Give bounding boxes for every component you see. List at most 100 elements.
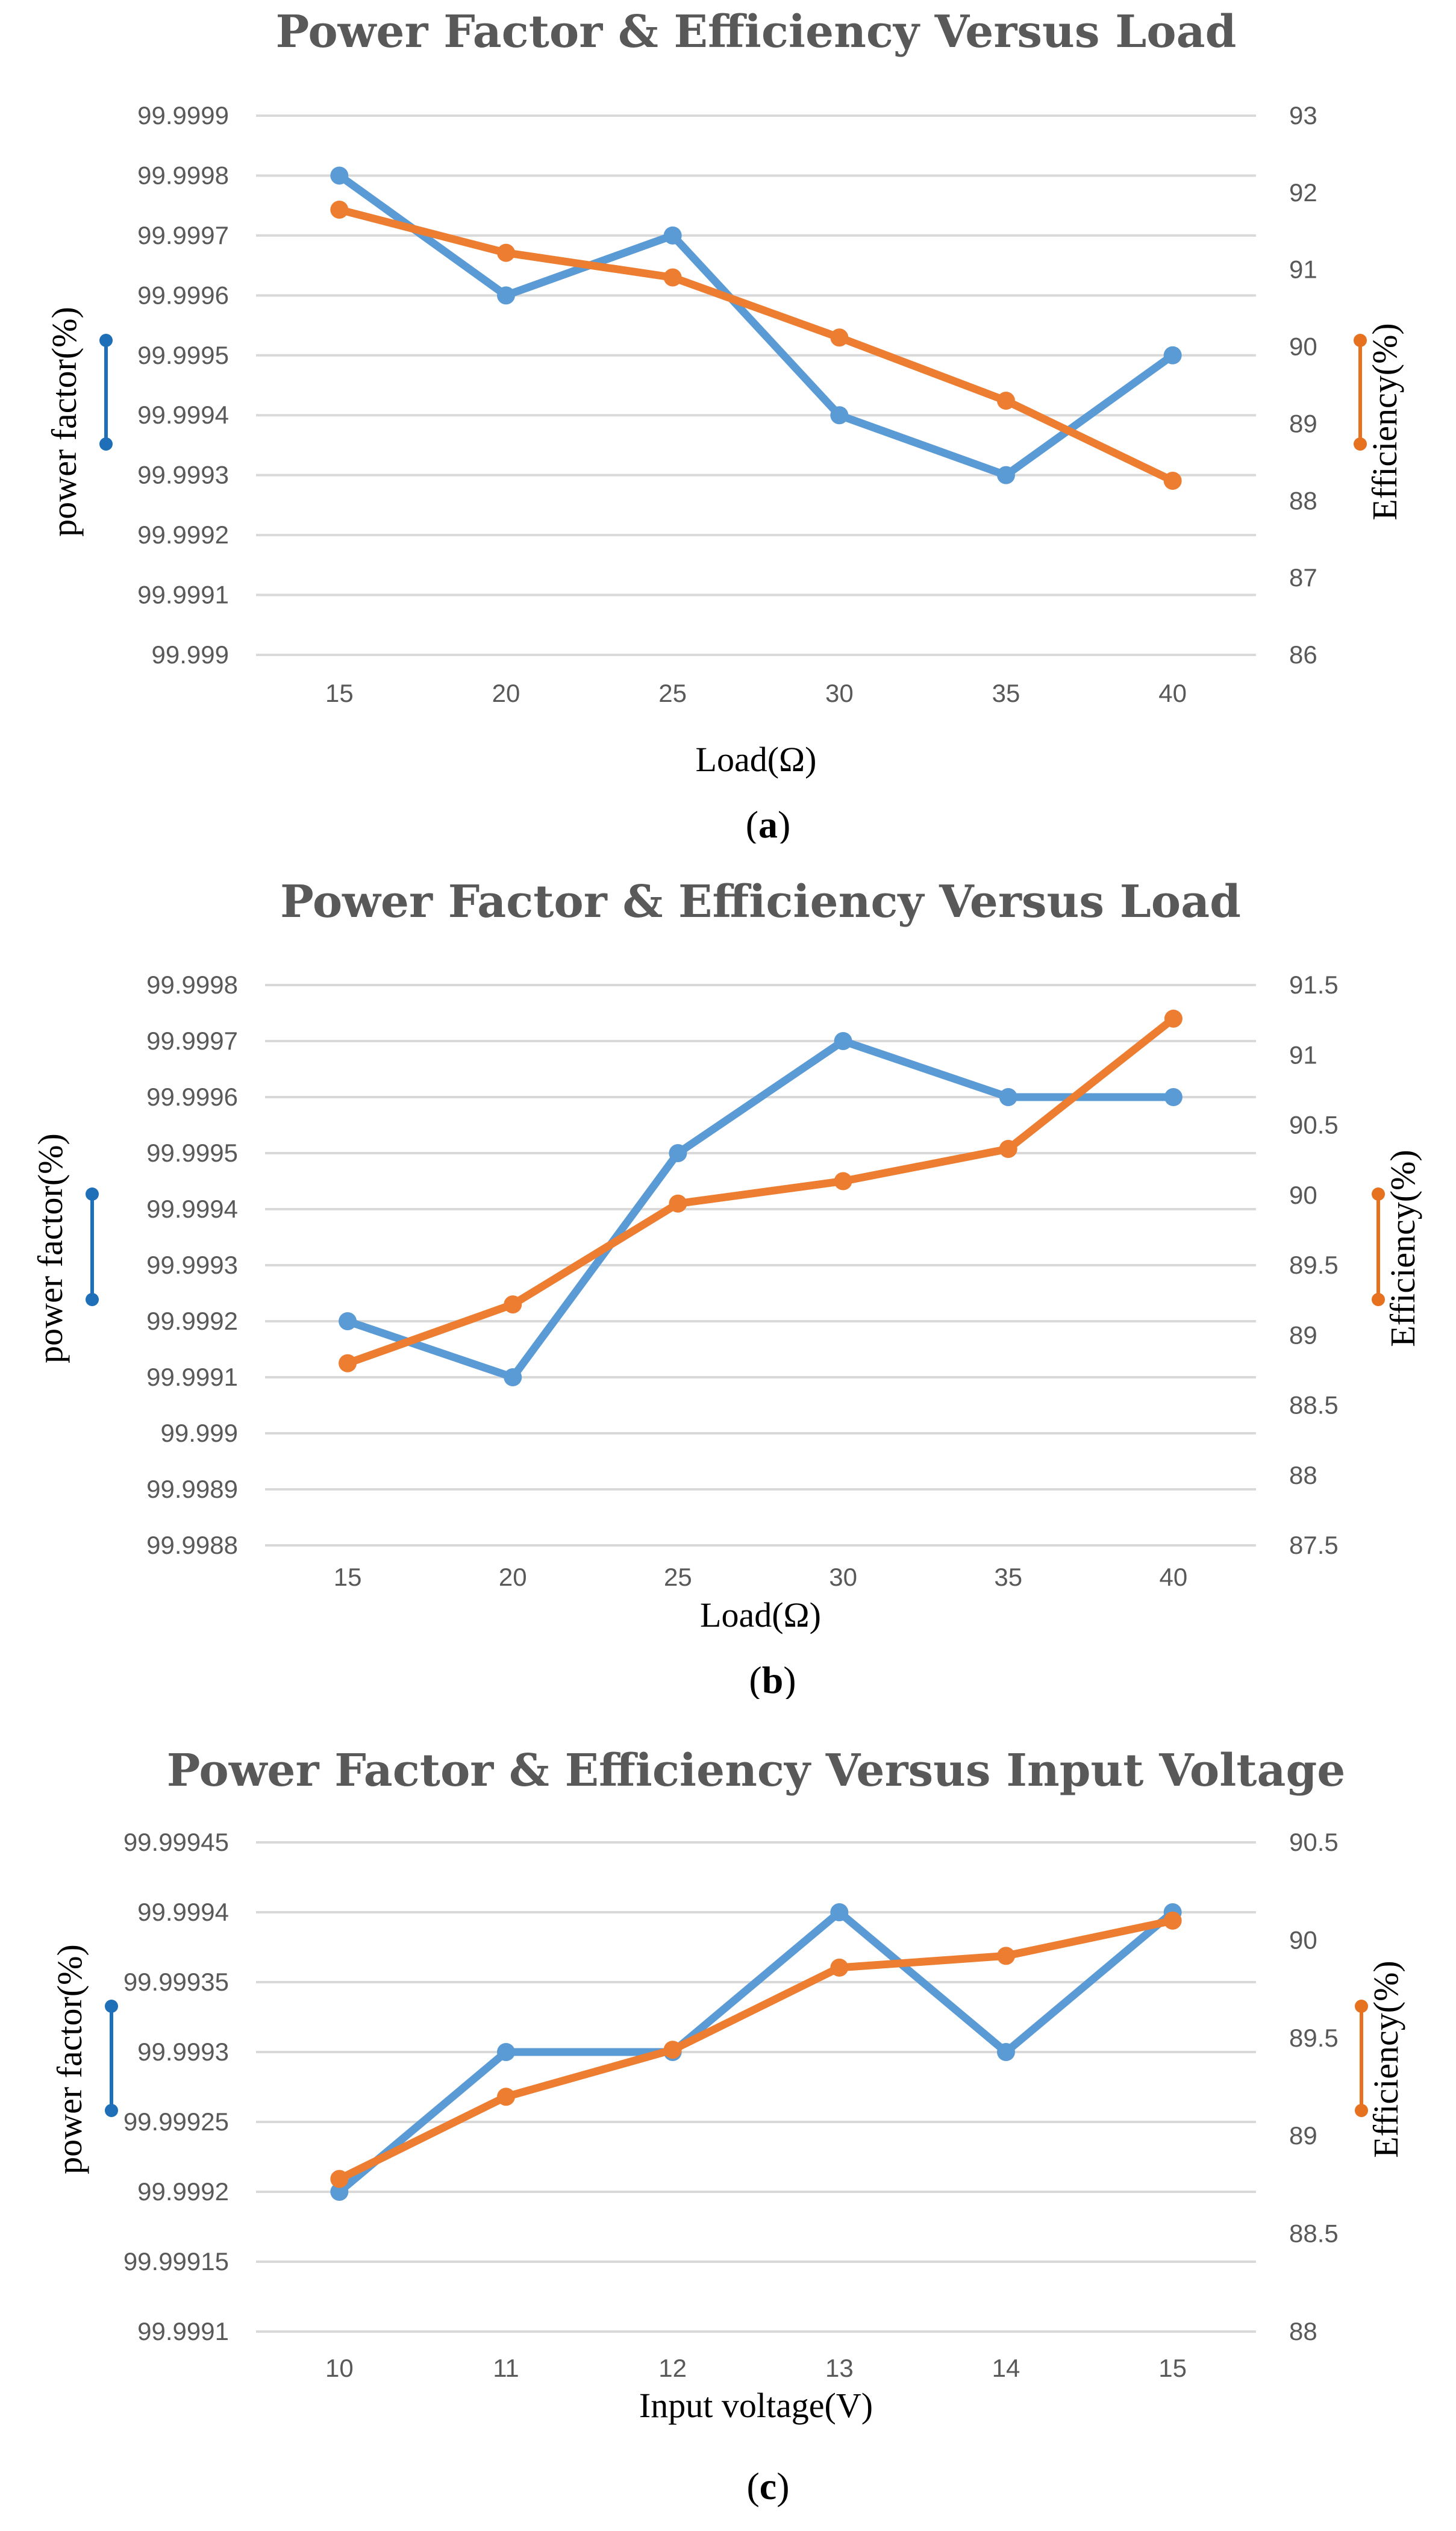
y-tick-label: 99.9989 bbox=[146, 1475, 238, 1503]
data-point-efficiency bbox=[834, 1172, 852, 1190]
x-tick-label: 13 bbox=[825, 2354, 854, 2382]
caption-letter: b bbox=[762, 1659, 784, 1699]
data-point-efficiency bbox=[663, 268, 682, 287]
data-point-efficiency bbox=[830, 1958, 849, 1977]
y-tick-label: 99.9997 bbox=[146, 1027, 238, 1055]
caption-open: ( bbox=[746, 803, 758, 843]
caption-close: ) bbox=[778, 803, 790, 843]
chart-title: Power Factor & Efficiency Versus Load bbox=[276, 6, 1237, 58]
y-axis-label: power factor(%) bbox=[31, 1133, 70, 1363]
series-line-efficiency bbox=[343, 1015, 1178, 1368]
data-point-efficiency bbox=[830, 328, 849, 347]
x-tick-label: 15 bbox=[1158, 2354, 1187, 2382]
x-tick-label: 11 bbox=[493, 2354, 519, 2382]
series-line-power-factor bbox=[343, 1037, 1178, 1381]
data-point-power-factor bbox=[663, 226, 682, 245]
y-tick-label: 99.99935 bbox=[123, 1968, 229, 1996]
panel-caption: (a) bbox=[746, 803, 791, 843]
y-tick-label: 99.9994 bbox=[137, 1898, 229, 1926]
legend-key-power-factor bbox=[105, 2000, 118, 2117]
y2-tick-label: 90 bbox=[1289, 1181, 1317, 1209]
x-tick-label: 35 bbox=[994, 1563, 1022, 1591]
y-tick-label: 99.9998 bbox=[137, 161, 229, 189]
y-tick-label: 99.999 bbox=[152, 640, 229, 669]
caption-open: ( bbox=[749, 1659, 761, 1699]
y2-axis-label: Efficiency(%) bbox=[1366, 1960, 1405, 2157]
chart-b: Power Factor & Efficiency Versus Load 99.… bbox=[31, 876, 1422, 1699]
data-point-efficiency bbox=[669, 1194, 687, 1213]
y2-tick-label: 88 bbox=[1289, 2317, 1317, 2345]
y-tick-label: 99.9992 bbox=[137, 2177, 229, 2206]
y-tick-label: 99.9992 bbox=[137, 521, 229, 549]
y-tick-label: 99.9996 bbox=[137, 281, 229, 309]
y2-tick-label: 89 bbox=[1289, 2121, 1317, 2150]
y2-tick-label: 88.5 bbox=[1289, 1391, 1339, 1419]
y-tick-label: 99.9995 bbox=[137, 341, 229, 369]
x-axis-label: Input voltage(V) bbox=[639, 2386, 873, 2425]
data-point-power-factor bbox=[497, 286, 515, 305]
y2-axis-label: Efficiency(%) bbox=[1365, 323, 1404, 520]
data-point-power-factor bbox=[830, 406, 849, 425]
caption-letter: a bbox=[758, 803, 778, 843]
y2-tick-label: 93 bbox=[1289, 101, 1317, 130]
x-tick-label: 40 bbox=[1158, 679, 1187, 707]
series-line-efficiency bbox=[335, 205, 1177, 485]
caption-letter: c bbox=[760, 2465, 776, 2508]
chart-title: Power Factor & Efficiency Versus Input V… bbox=[167, 1745, 1346, 1797]
data-point-efficiency bbox=[330, 2170, 349, 2188]
x-tick-label: 15 bbox=[334, 1563, 362, 1591]
x-tick-label: 15 bbox=[325, 679, 354, 707]
y2-tick-label: 89 bbox=[1289, 409, 1317, 437]
y2-tick-label: 88 bbox=[1289, 1461, 1317, 1489]
data-point-efficiency bbox=[663, 2041, 682, 2059]
y-tick-label: 99.9993 bbox=[137, 2038, 229, 2066]
data-point-power-factor bbox=[997, 2043, 1015, 2061]
x-tick-label: 14 bbox=[992, 2354, 1020, 2382]
y-tick-label: 99.9997 bbox=[137, 221, 229, 249]
y2-tick-label: 87.5 bbox=[1289, 1531, 1339, 1559]
data-point-efficiency bbox=[997, 392, 1015, 410]
x-tick-label: 12 bbox=[658, 2354, 687, 2382]
x-tick-label: 25 bbox=[658, 679, 687, 707]
chart-a: Power Factor & Efficiency Versus Load 99.… bbox=[45, 6, 1404, 843]
y-tick-label: 99.99915 bbox=[123, 2247, 229, 2276]
data-point-power-factor bbox=[330, 166, 349, 185]
x-tick-label: 25 bbox=[664, 1563, 692, 1591]
panel-caption: (b) bbox=[749, 1659, 796, 1699]
y-tick-label: 99.9993 bbox=[137, 461, 229, 489]
data-point-power-factor bbox=[1163, 346, 1182, 364]
y-tick-label: 99.9988 bbox=[146, 1531, 238, 1559]
y2-tick-label: 91 bbox=[1289, 1040, 1317, 1069]
y-tick-label: 99.99945 bbox=[123, 1828, 229, 1856]
x-tick-label: 30 bbox=[829, 1563, 857, 1591]
y2-tick-label: 91 bbox=[1289, 255, 1317, 284]
caption-close: ) bbox=[783, 1659, 796, 1699]
y2-tick-label: 89.5 bbox=[1289, 2024, 1339, 2052]
y-tick-label: 99.999 bbox=[161, 1419, 238, 1447]
y-tick-label: 99.9999 bbox=[137, 101, 229, 130]
y-tick-label: 99.9992 bbox=[146, 1307, 238, 1335]
data-point-efficiency bbox=[339, 1354, 357, 1372]
x-tick-label: 20 bbox=[492, 679, 520, 707]
y-tick-label: 99.9991 bbox=[146, 1363, 238, 1391]
y2-tick-label: 89 bbox=[1289, 1321, 1317, 1349]
data-point-efficiency bbox=[504, 1295, 522, 1314]
y2-tick-label: 90.5 bbox=[1289, 1828, 1339, 1856]
x-tick-label: 10 bbox=[325, 2354, 354, 2382]
x-axis-label: Load(Ω) bbox=[700, 1595, 821, 1635]
data-point-power-factor bbox=[339, 1312, 357, 1330]
data-point-power-factor bbox=[497, 2043, 515, 2061]
y-axis-label: power factor(%) bbox=[50, 1944, 89, 2174]
data-point-efficiency bbox=[1163, 472, 1182, 490]
data-point-power-factor bbox=[834, 1032, 852, 1050]
series-line-efficiency bbox=[335, 1916, 1177, 2183]
y2-tick-label: 90 bbox=[1289, 1926, 1317, 1954]
data-point-power-factor bbox=[997, 466, 1015, 484]
legend-key-efficiency bbox=[1372, 1187, 1385, 1306]
y2-axis-label: Efficiency(%) bbox=[1383, 1150, 1422, 1347]
y2-tick-label: 86 bbox=[1289, 640, 1317, 669]
data-point-power-factor bbox=[669, 1144, 687, 1162]
x-axis-label: Load(Ω) bbox=[696, 740, 817, 779]
x-tick-label: 35 bbox=[992, 679, 1020, 707]
